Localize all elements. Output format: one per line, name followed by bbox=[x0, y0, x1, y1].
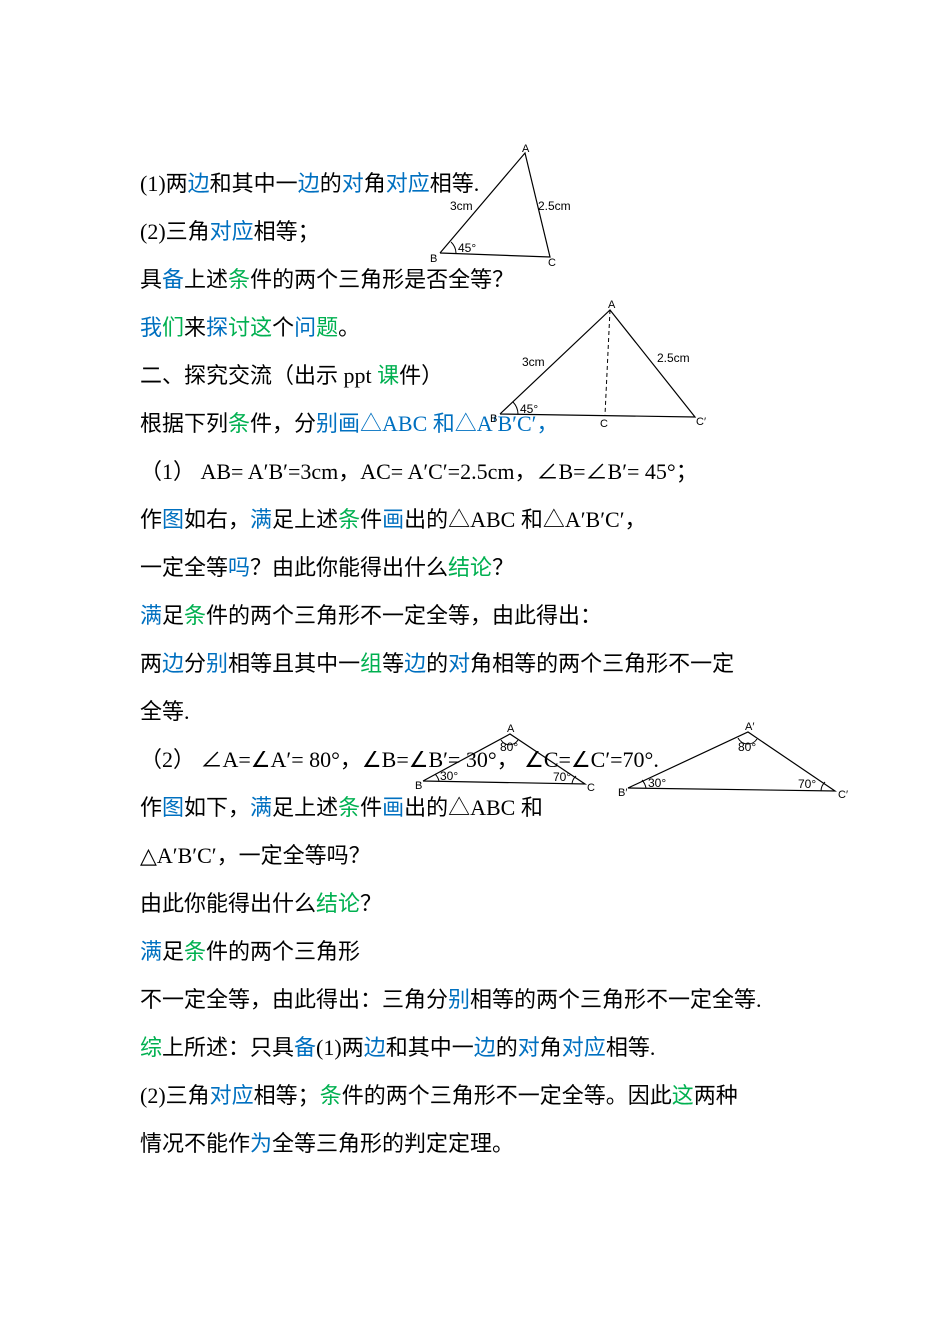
svg-text:B: B bbox=[415, 780, 422, 792]
line-10: 满足条件的两个三角形不一定全等，由此得出： bbox=[140, 592, 805, 640]
figure-triangle-4: A′ B′ C′ 80° 30° 70° bbox=[620, 726, 855, 821]
svg-text:C: C bbox=[587, 782, 595, 794]
line-9: 一定全等吗？由此你能得出什么结论？ bbox=[140, 544, 805, 592]
label-45-2: 45° bbox=[520, 402, 538, 416]
label-B2: B bbox=[490, 413, 497, 425]
figure-triangle-1: A B C 3cm 2.5cm 45° bbox=[430, 148, 570, 273]
document-page: A B C 3cm 2.5cm 45° A B C C′ 3cm 2.5cm 4… bbox=[0, 0, 945, 1248]
label-C: C bbox=[548, 257, 556, 269]
svg-text:80°: 80° bbox=[500, 740, 518, 754]
label-A: A bbox=[522, 143, 530, 155]
line-21: 情况不能作为全等三角形的判定定理。 bbox=[140, 1120, 805, 1168]
svg-text:70°: 70° bbox=[798, 777, 816, 791]
line-13: （2） ∠A=∠A′= 80°，∠B=∠B′= 30°， ∠C=∠C′=70°.… bbox=[140, 736, 805, 784]
label-B: B bbox=[430, 253, 437, 265]
label-Cp2: C′ bbox=[696, 416, 706, 428]
svg-text:80°: 80° bbox=[738, 740, 756, 754]
line-17: 满足条件的两个三角形 bbox=[140, 928, 805, 976]
label-C-inner: C bbox=[600, 418, 608, 430]
line-18: 不一定全等，由此得出：三角分别相等的两个三角形不一定全等. bbox=[140, 976, 805, 1024]
label-3cm-2: 3cm bbox=[522, 355, 545, 369]
label-A2: A bbox=[608, 299, 616, 311]
svg-text:70°: 70° bbox=[553, 770, 571, 784]
svg-text:B′: B′ bbox=[618, 787, 627, 799]
line-11: 两边分别相等且其中一组等边的对角相等的两个三角形不一定 bbox=[140, 640, 805, 688]
figure-triangle-2: A B C C′ 3cm 2.5cm 45° bbox=[490, 302, 715, 435]
line-7: （1） AB= A′B′=3cm，AC= A′C′=2.5cm，∠B=∠B′= … bbox=[140, 448, 805, 496]
line-16: 由此你能得出什么结论？ bbox=[140, 880, 805, 928]
svg-text:C′: C′ bbox=[838, 789, 848, 801]
figure-triangle-3: A B C 80° 30° 70° bbox=[415, 726, 600, 813]
svg-text:A: A bbox=[507, 723, 515, 735]
svg-text:A′: A′ bbox=[745, 721, 754, 733]
svg-text:30°: 30° bbox=[648, 776, 666, 790]
label-45: 45° bbox=[458, 241, 476, 255]
label-3cm: 3cm bbox=[450, 199, 473, 213]
label-2p5cm-2: 2.5cm bbox=[657, 351, 690, 365]
line-15: △A′B′C′，一定全等吗？ bbox=[140, 832, 805, 880]
line-20: (2)三角对应相等；条件的两个三角形不一定全等。因此这两种 bbox=[140, 1072, 805, 1120]
line-19: 综上所述：只具备(1)两边和其中一边的对角对应相等. bbox=[140, 1024, 805, 1072]
svg-text:30°: 30° bbox=[440, 769, 458, 783]
label-2p5cm: 2.5cm bbox=[538, 199, 571, 213]
line-8: 作图如右，满足上述条件画出的△ABC 和△A′B′C′， bbox=[140, 496, 805, 544]
